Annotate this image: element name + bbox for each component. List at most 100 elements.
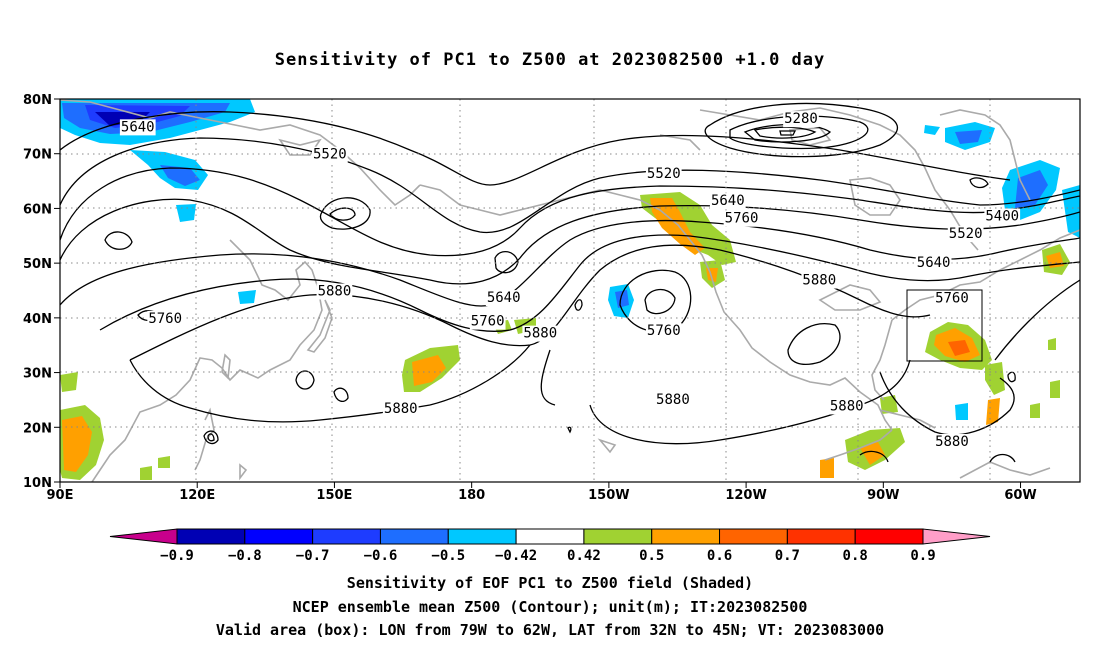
- contour-label-bg: [312, 146, 348, 163]
- contour-label-bg: [801, 272, 838, 289]
- colorbar-segment: [176, 528, 246, 545]
- lon-tick-label: 180: [458, 488, 485, 503]
- contour-label: 5640: [487, 290, 521, 306]
- lon-tick-label: 90W: [867, 488, 899, 503]
- contour-label-bg: [119, 119, 156, 136]
- lat-tick-label: 50N: [23, 257, 52, 272]
- colorbar-tick-label: 0.5: [639, 548, 664, 564]
- chart-title: Sensitivity of PC1 to Z500 at 2023082500…: [274, 50, 826, 70]
- contour-label: 5880: [935, 434, 969, 450]
- colorbar-tick-label: 0.6: [707, 548, 732, 564]
- contour-label: 5640: [917, 255, 951, 271]
- contour-label: 5760: [935, 291, 969, 307]
- contour-label: 5880: [830, 398, 864, 414]
- contour-label-bg: [485, 290, 522, 307]
- longitude-axis: 90E 120E 150E 180 150W 120W 90W 60W: [47, 482, 1037, 503]
- contour-label: 5520: [949, 226, 983, 242]
- colorbar-tick-label: −0.42: [495, 548, 537, 564]
- contour-label-bg: [828, 398, 865, 415]
- colorbar-segment: [515, 528, 585, 545]
- colorbar-tick-label: −0.6: [364, 548, 398, 564]
- contour-label: 5760: [725, 211, 759, 227]
- lat-tick-label: 40N: [23, 312, 52, 327]
- contour-label: 5520: [647, 166, 681, 182]
- lon-tick-label: 150W: [588, 488, 629, 503]
- colorbar-low-triangle: [109, 528, 178, 545]
- contour-label: 5760: [471, 314, 505, 330]
- lat-tick-label: 10N: [23, 476, 52, 491]
- contour-label: 5760: [647, 323, 681, 339]
- colorbar-segment: [651, 528, 721, 545]
- z500-contours: [60, 102, 1080, 463]
- coastlines: [60, 99, 1080, 482]
- contour-label-bg: [723, 210, 760, 227]
- shaded-blue-arctic-siberia: [60, 99, 256, 304]
- colorbar-segment: [854, 528, 924, 545]
- shaded-blue-pacific: [608, 284, 634, 318]
- caption-line-2: NCEP ensemble mean Z500 (Contour); unit(…: [292, 598, 808, 616]
- valid-area-box: [906, 289, 983, 362]
- colorbar-segment: [447, 528, 517, 545]
- shaded-positive-regions: [60, 192, 1070, 480]
- colorbar-tick-label: −0.7: [296, 548, 330, 564]
- contour-label: 5880: [384, 401, 418, 417]
- contour-label-bg: [522, 325, 559, 342]
- contour-label-bg: [984, 208, 1021, 225]
- lat-tick-label: 60N: [23, 202, 52, 217]
- contour-label: 5880: [523, 326, 557, 342]
- contour-label-bg: [934, 433, 970, 450]
- colorbar: −0.9 −0.8 −0.7 −0.6 −0.5 −0.42 0.42 0.5 0.6 0.7 0.…: [109, 528, 991, 564]
- contour-label: 5400: [985, 209, 1019, 225]
- colorbar-tick-label: 0.7: [775, 548, 800, 564]
- lon-tick-label: 120W: [725, 488, 766, 503]
- colorbar-high-triangle: [922, 528, 991, 545]
- gridlines: [60, 99, 1080, 482]
- latitude-axis: 80N 70N 60N 50N 40N 30N 20N 10N: [23, 93, 60, 491]
- lon-tick-label: 150E: [316, 488, 352, 503]
- colorbar-tick-label: −0.8: [228, 548, 262, 564]
- contour-label: 5880: [656, 392, 690, 408]
- lat-tick-label: 20N: [23, 421, 52, 436]
- colorbar-segment: [786, 528, 856, 545]
- contour-label-bg: [947, 226, 984, 243]
- contour-label-bg: [655, 391, 691, 408]
- contour-label: 5640: [121, 119, 155, 135]
- caption-line-3: Valid area (box): LON from 79W to 62W, L…: [215, 621, 885, 639]
- contour-label-bg: [709, 193, 746, 210]
- contour-label-bg: [915, 255, 952, 272]
- lat-tick-label: 30N: [23, 367, 52, 382]
- lat-tick-label: 70N: [23, 148, 52, 163]
- contour-label-bg: [382, 401, 419, 418]
- contour-label-bg: [645, 165, 682, 182]
- contour-label-bg: [147, 310, 184, 327]
- colorbar-tick-label: −0.5: [431, 548, 465, 564]
- colorbar-segment: [583, 528, 653, 545]
- colorbar-segment: [379, 528, 449, 545]
- contour-label: 5880: [318, 284, 352, 300]
- contour-label: 5880: [802, 273, 836, 289]
- colorbar-segment: [244, 528, 314, 545]
- colorbar-tick-label: 0.42: [567, 548, 601, 564]
- plot-frame: [59, 98, 1081, 483]
- lon-tick-label: 60W: [1004, 488, 1036, 503]
- lat-tick-label: 80N: [23, 93, 52, 108]
- colorbar-tick-label: −0.9: [160, 548, 194, 564]
- lon-tick-label: 120E: [179, 488, 215, 503]
- colorbar-segment: [312, 528, 381, 545]
- contour-label: 5280: [784, 111, 818, 127]
- colorbar-segment: [719, 528, 788, 545]
- shaded-blue-north-atlantic: [924, 122, 1080, 420]
- contour-label-bg: [645, 322, 682, 339]
- colorbar-tick-label: 0.9: [910, 548, 935, 564]
- contour-label: 5760: [148, 311, 182, 327]
- contour-label: 5520: [313, 147, 347, 163]
- contour-label-bg: [783, 111, 819, 128]
- contour-label-bg: [469, 313, 506, 330]
- contour-label: 5640: [711, 193, 745, 209]
- caption-line-1: Sensitivity of EOF PC1 to Z500 field (Sh…: [346, 574, 754, 592]
- lon-tick-label: 90E: [47, 488, 74, 503]
- contour-label-bg: [316, 283, 353, 300]
- contour-label-bg: [934, 290, 970, 307]
